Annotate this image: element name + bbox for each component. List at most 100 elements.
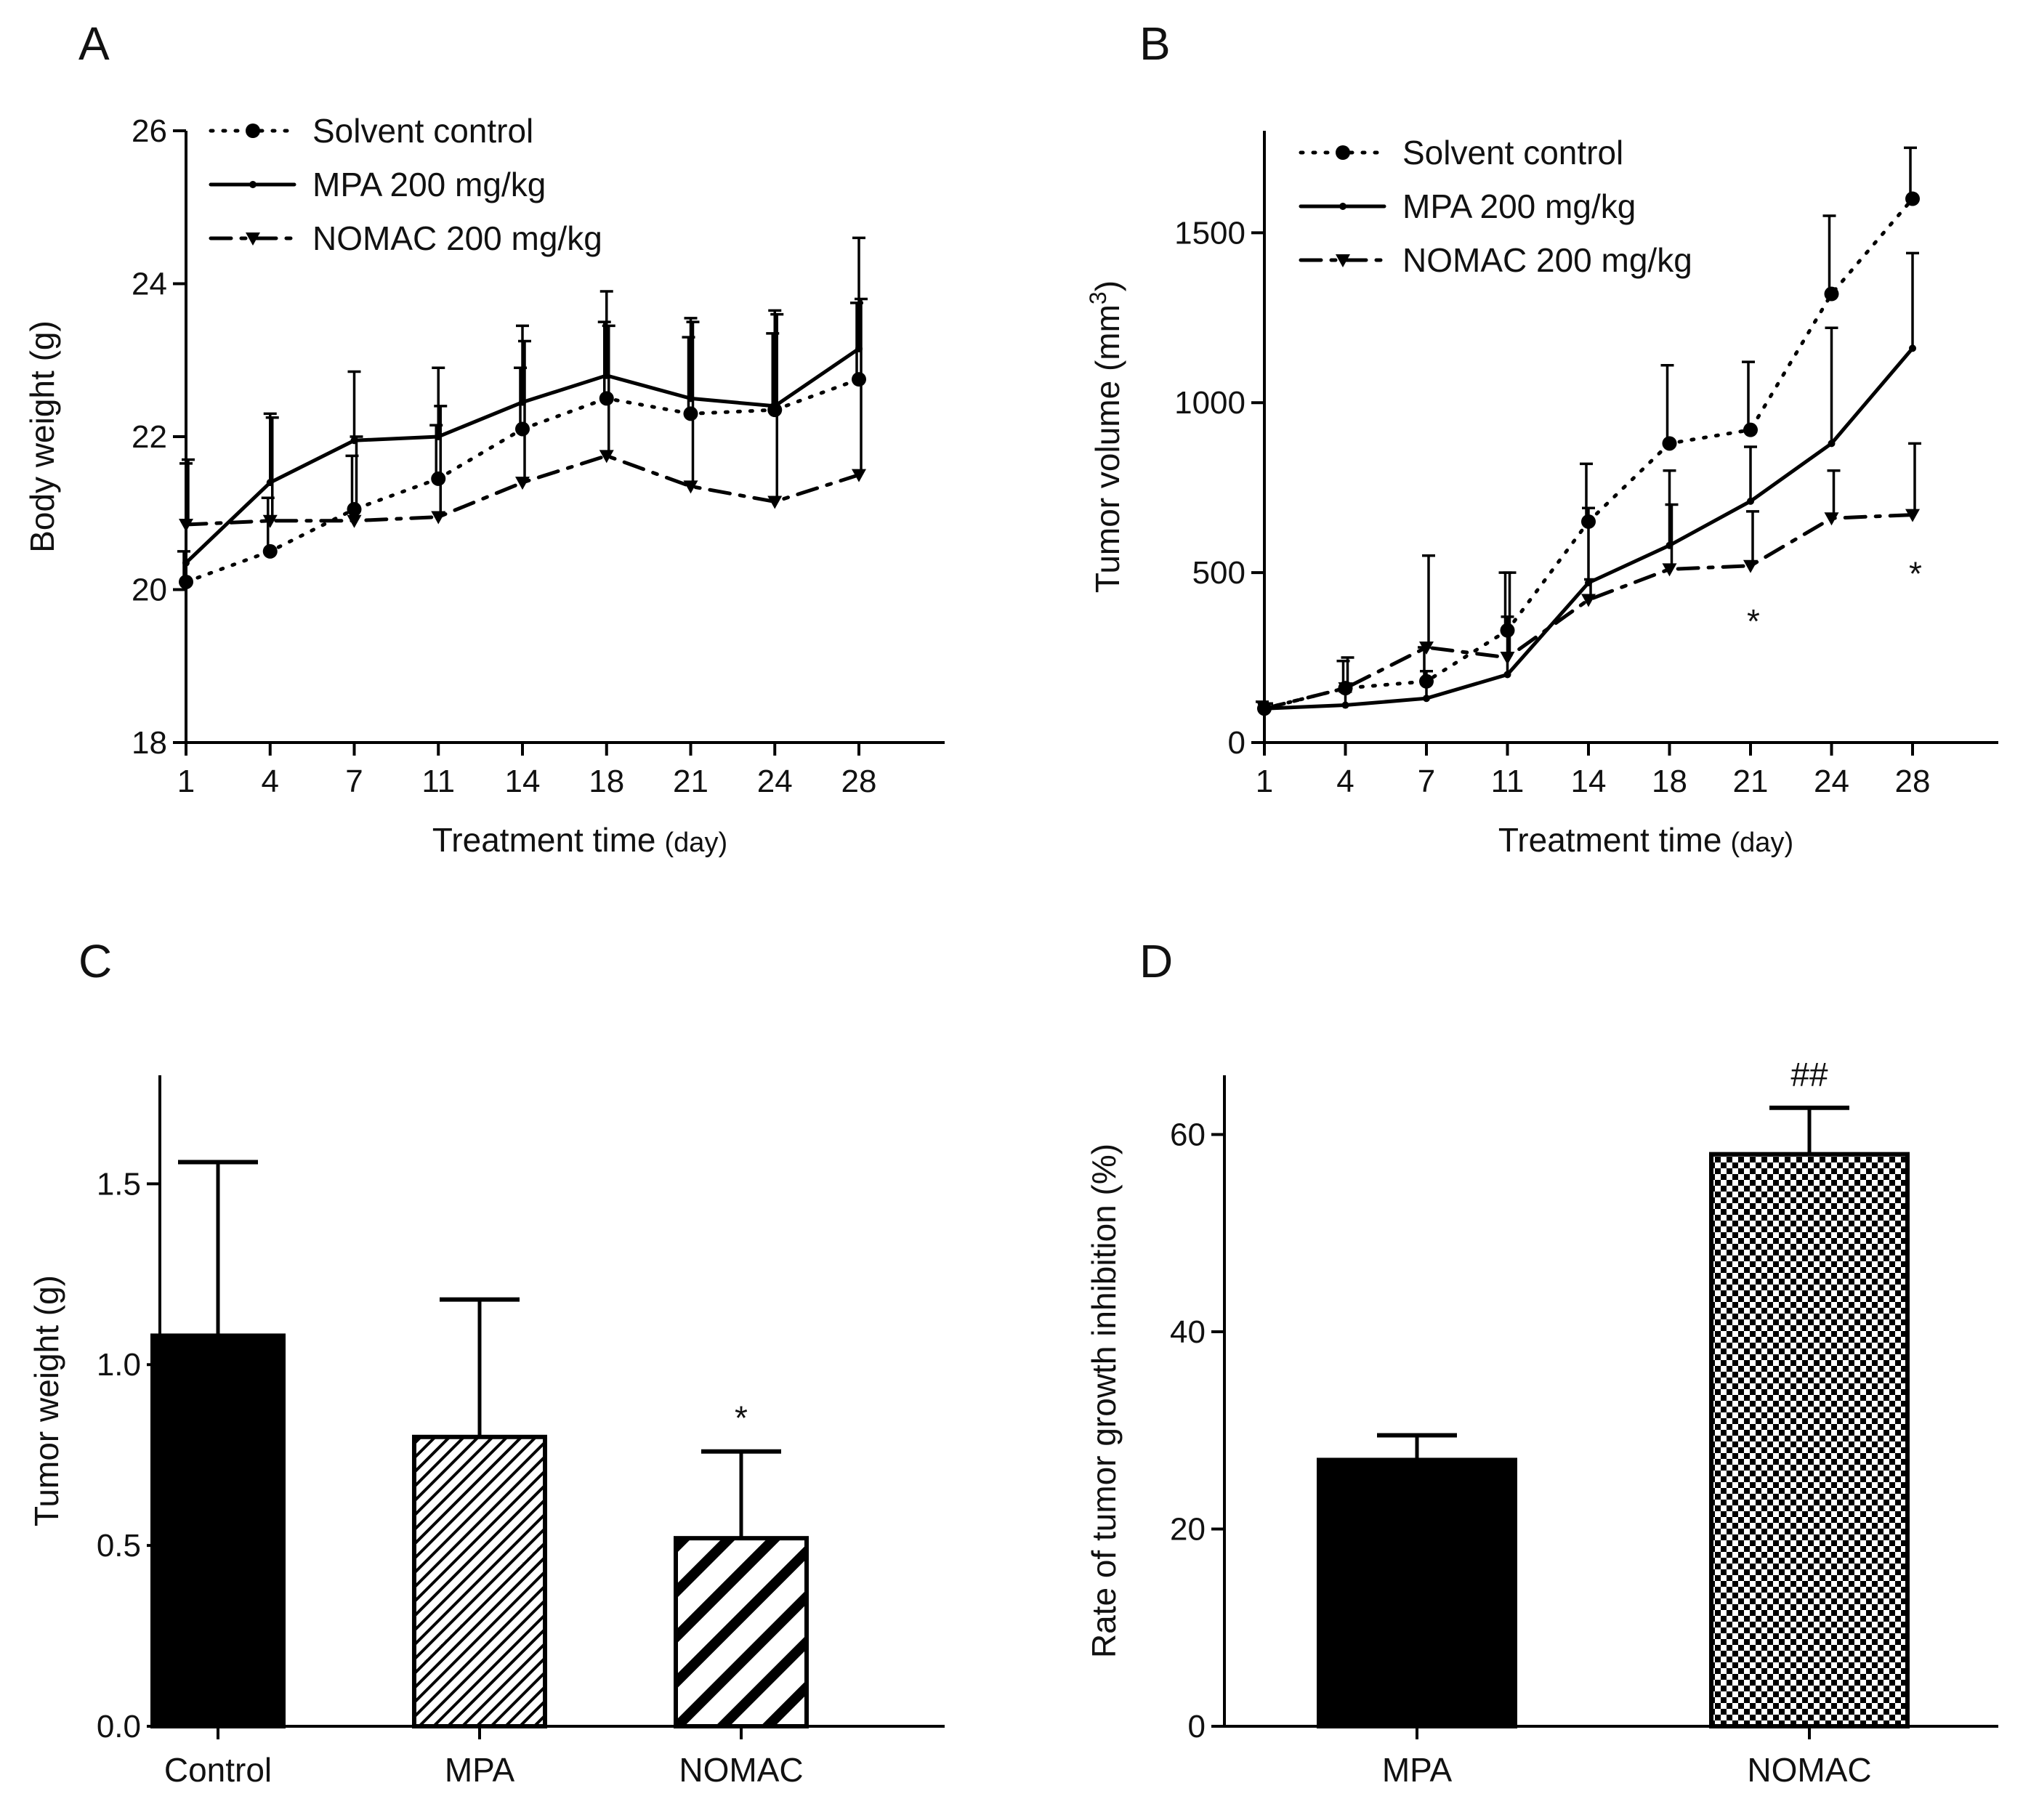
y-tick-label: 0 [1188, 1709, 1206, 1744]
x-tick-label: 18 [589, 764, 624, 799]
series-errorbars [1256, 146, 1917, 709]
x-tick-label: 14 [505, 764, 541, 799]
x-tick-label: 7 [345, 764, 363, 799]
panel-letter-b: B [1139, 17, 1171, 70]
y-tick-label: 24 [132, 267, 167, 302]
data-point [431, 511, 446, 525]
y-tick-label: 1.0 [97, 1347, 141, 1383]
x-tick-label: NOMAC [1747, 1751, 1871, 1789]
legend-marker [246, 124, 260, 138]
bar-nomac [674, 1536, 809, 1728]
significance-marker: ## [1790, 1056, 1828, 1093]
series-errorbars [1260, 442, 1921, 709]
x-tick-label: Control [164, 1751, 272, 1789]
y-tick-label: 0 [1228, 725, 1245, 761]
data-point [1905, 191, 1920, 206]
data-point [1341, 701, 1349, 709]
legend-label: Solvent control [312, 112, 533, 150]
x-tick-label: 1 [1256, 764, 1273, 799]
data-point [1581, 514, 1596, 529]
data-point [1747, 497, 1754, 505]
series-line [1262, 513, 1915, 711]
legend-label: Solvent control [1402, 134, 1623, 171]
x-tick-label: 14 [1571, 764, 1607, 799]
series-errorbars [177, 302, 863, 582]
panel-letter-a: A [78, 17, 110, 70]
y-tick-label: 22 [132, 419, 167, 455]
legend-label: NOMAC 200 mg/kg [312, 219, 602, 257]
data-point [1824, 512, 1839, 526]
legend-marker [1339, 203, 1346, 210]
significance-marker: * [1909, 554, 1922, 592]
data-point [1743, 422, 1758, 437]
legend-marker [1336, 254, 1350, 267]
data-point [855, 344, 863, 352]
data-point [1500, 652, 1515, 666]
x-tick-label: 7 [1418, 764, 1435, 799]
y-tick-label: 60 [1170, 1117, 1206, 1152]
significance-marker: * [1747, 602, 1760, 640]
data-point [515, 421, 530, 437]
y-axis-title: Body weight (g) [23, 320, 61, 553]
data-point [435, 433, 443, 440]
data-point [1419, 674, 1434, 689]
series-line [184, 453, 861, 527]
data-point [1662, 563, 1677, 577]
x-tick-label: 18 [1652, 764, 1687, 799]
x-axis-title-unit: (day) [1731, 828, 1794, 858]
x-axis-title-main: Treatment time [432, 821, 656, 859]
y-tick-label: 26 [132, 113, 167, 149]
series-2 [1257, 509, 1920, 716]
series-2 [179, 450, 866, 533]
legend-marker [246, 232, 260, 246]
x-tick-label: 4 [262, 764, 279, 799]
legend-label: NOMAC 200 mg/kg [1402, 241, 1692, 279]
data-point [1905, 509, 1920, 522]
legend: Solvent control MPA 200 mg/kg NOMAC 200 mg… [209, 112, 602, 257]
x-tick-label: 11 [421, 764, 455, 799]
x-tick-label: 24 [757, 764, 793, 799]
data-point [350, 437, 358, 445]
panel-c: C 0.0 0.5 1.0 1.5 Tumor weight (g) Control MPA N… [28, 935, 945, 1789]
y-axis-title: Rate of tumor growth inhibition (%) [1085, 1144, 1123, 1658]
data-point [771, 402, 779, 410]
series-0 [179, 372, 866, 589]
x-tick-label: 21 [673, 764, 708, 799]
panel-d: D 0 20 40 60 Rate of tumor growth inhibition … [1085, 935, 1998, 1789]
y-axis-title: Tumor weight (g) [28, 1275, 65, 1526]
y-tick-label: 18 [132, 725, 167, 761]
x-tick-label: MPA [1382, 1751, 1453, 1789]
y-axis-title-sup: 3 [1085, 291, 1111, 304]
data-point [1338, 682, 1353, 696]
x-tick-label: 28 [1895, 764, 1931, 799]
x-axis-title: Treatment time (day) [1498, 821, 1793, 859]
data-point [1585, 579, 1592, 587]
x-tick-label: 1 [177, 764, 195, 799]
data-point [1743, 559, 1758, 573]
x-tick-label: 21 [1733, 764, 1769, 799]
data-point [1419, 642, 1434, 655]
bar-control [150, 1333, 286, 1728]
data-point [262, 543, 278, 559]
y-axis-title-end: ) [1089, 280, 1126, 291]
data-point [266, 479, 274, 487]
legend-label: MPA 200 mg/kg [312, 166, 546, 203]
y-tick-label: 20 [132, 573, 167, 608]
x-axis-title: Treatment time (day) [432, 821, 727, 859]
x-tick-label: NOMAC [679, 1751, 803, 1789]
data-point [602, 371, 610, 379]
x-tick-label: 11 [1491, 764, 1525, 799]
x-tick-label: 24 [1814, 764, 1849, 799]
legend-marker [249, 181, 257, 188]
x-tick-label: 4 [1336, 764, 1354, 799]
legend-label: MPA 200 mg/kg [1402, 187, 1636, 225]
series-1 [182, 344, 863, 567]
bar-mpa [1317, 1457, 1517, 1729]
data-point [347, 514, 362, 528]
data-point [599, 391, 614, 406]
legend: Solvent control MPA 200 mg/kg NOMAC 200 mg… [1299, 134, 1692, 279]
y-tick-label: 0.0 [97, 1709, 141, 1744]
data-point [347, 501, 362, 517]
